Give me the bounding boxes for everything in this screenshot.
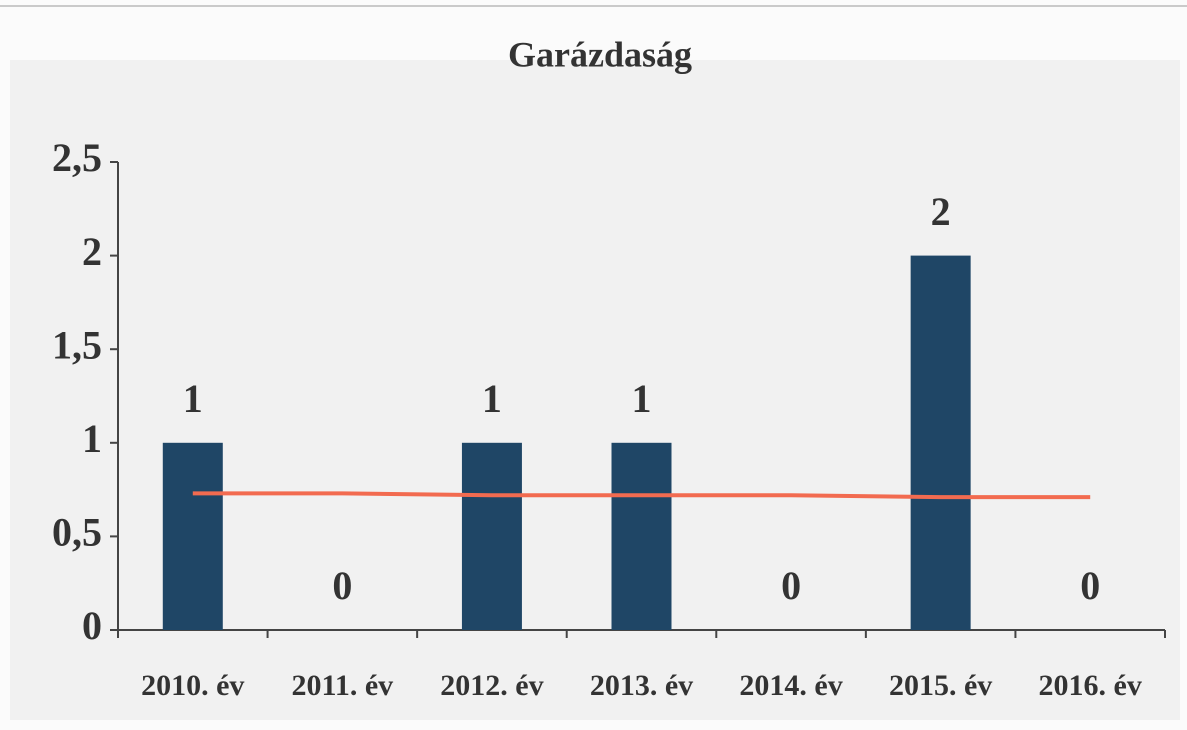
x-tick-label: 2012. év [440, 669, 543, 702]
x-tick-label: 2016. év [1039, 669, 1142, 702]
x-tick-label: 2014. év [739, 669, 842, 702]
data-label: 1 [632, 376, 652, 421]
chart-title: Garázdaság [508, 34, 692, 74]
y-tick-label: 0 [82, 603, 102, 648]
x-tick-label: 2011. év [292, 669, 394, 702]
data-label: 0 [781, 563, 801, 608]
bar [461, 442, 522, 630]
x-tick-label: 2010. év [141, 669, 244, 702]
average-line [192, 491, 1091, 500]
bar [162, 442, 223, 630]
x-tick-label: 2013. év [590, 669, 693, 702]
data-label: 0 [1080, 563, 1100, 608]
y-tick-label: 2 [82, 229, 102, 274]
y-tick-label: 1,5 [52, 322, 102, 367]
data-label: 1 [482, 376, 502, 421]
y-tick-label: 0,5 [52, 510, 102, 555]
data-label: 0 [332, 563, 352, 608]
data-label: 1 [183, 376, 203, 421]
bar [611, 442, 672, 630]
bar [910, 255, 971, 630]
y-tick-label: 1 [82, 416, 102, 461]
y-tick-label: 2,5 [52, 135, 102, 180]
data-label: 2 [931, 189, 951, 234]
x-tick-label: 2015. év [889, 669, 992, 702]
